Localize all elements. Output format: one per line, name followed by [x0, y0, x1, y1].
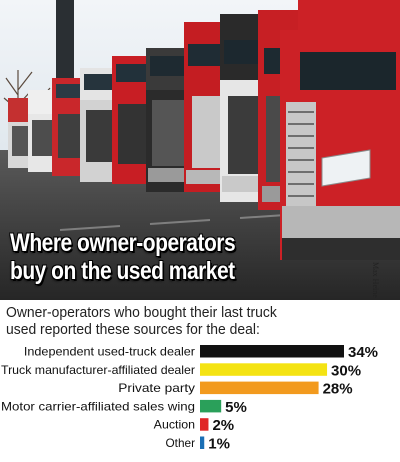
truck-row: [8, 0, 400, 260]
bar: [200, 418, 209, 431]
category-label: Truck manufacturer-affiliated dealer: [1, 363, 195, 377]
bar: [200, 345, 344, 358]
intro-text-line-1: Owner-operators who bought their last tr…: [6, 305, 277, 321]
category-label: Private party: [118, 381, 195, 395]
headline-line-2: buy on the used market: [10, 257, 235, 285]
value-label: 28%: [323, 381, 353, 398]
bar: [200, 436, 205, 449]
value-label: 5%: [225, 399, 247, 416]
intro-text-line-2: used reported these sources for the deal…: [6, 322, 260, 338]
value-label: 1%: [208, 436, 230, 453]
bar: [200, 363, 328, 376]
category-label: Other: [166, 436, 196, 450]
category-label: Auction: [154, 418, 195, 432]
category-label: Motor carrier-affiliated sales wing: [1, 399, 195, 413]
bar: [200, 381, 319, 395]
front-truck: [280, 0, 400, 260]
sources-bar-chart: Independent used-truck dealer 34% Truck ma…: [1, 344, 378, 453]
category-label: Independent used-truck dealer: [24, 345, 195, 359]
value-label: 2%: [212, 417, 234, 434]
value-label: 30%: [331, 362, 361, 379]
truck-lineup-photo: [0, 0, 400, 300]
headline-line-1: Where owner-operators: [10, 229, 236, 257]
photo-credit: Max Heine: [371, 262, 380, 298]
bar: [200, 399, 222, 413]
value-label: 34%: [348, 344, 378, 361]
